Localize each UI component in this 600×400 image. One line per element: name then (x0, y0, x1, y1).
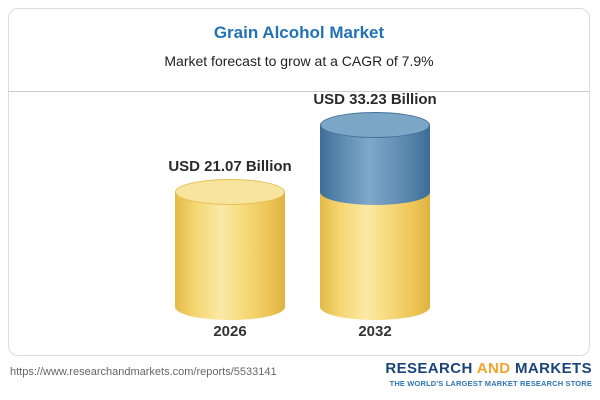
chart-card: Grain Alcohol Market Market forecast to … (8, 8, 590, 356)
bar-top-ellipse (175, 179, 285, 205)
value-label-2032: USD 33.23 Billion (313, 91, 437, 108)
logo-wordmark: RESEARCH AND MARKETS (385, 360, 592, 377)
logo-word-research: RESEARCH (385, 360, 473, 377)
bar-growth-segment (320, 125, 430, 205)
chart-title: Grain Alcohol Market (213, 23, 385, 42)
bar-chart: USD 21.07 Billion 2026 USD 33.23 Billion… (9, 91, 589, 355)
footer: https://www.researchandmarkets.com/repor… (10, 358, 592, 398)
report-url: https://www.researchandmarkets.com/repor… (10, 366, 277, 378)
category-label-2032: 2032 (358, 323, 392, 340)
cylinder-bar-2026 (175, 179, 285, 320)
bar-group-2026: USD 21.07 Billion 2026 (168, 92, 291, 355)
chart-header: Grain Alcohol Market Market forecast to … (9, 9, 589, 69)
chart-subtitle: Market forecast to grow at a CAGR of 7.9… (164, 53, 434, 69)
bar-body-base (175, 192, 285, 320)
bar-group-2032: USD 33.23 Billion 2032 (313, 91, 436, 355)
research-and-markets-logo: RESEARCH AND MARKETS THE WORLD'S LARGEST… (385, 360, 592, 388)
cylinder-bar-2032 (320, 112, 430, 320)
logo-word-markets: MARKETS (515, 360, 592, 377)
logo-word-and: AND (476, 360, 511, 377)
bar-top-ellipse (320, 112, 430, 138)
category-label-2026: 2026 (213, 323, 247, 340)
value-label-2026: USD 21.07 Billion (168, 158, 292, 175)
logo-tagline: THE WORLD'S LARGEST MARKET RESEARCH STOR… (389, 379, 592, 388)
